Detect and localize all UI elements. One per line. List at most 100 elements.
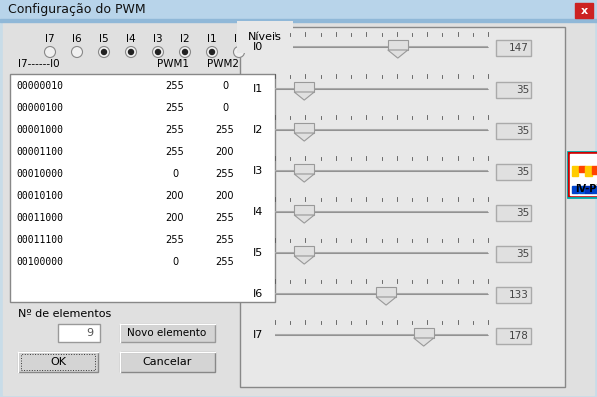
Bar (578, 166, 585, 177)
Text: I0: I0 (253, 42, 263, 52)
Circle shape (45, 46, 56, 58)
Polygon shape (388, 50, 408, 58)
Text: I5: I5 (99, 34, 109, 44)
Text: I3: I3 (153, 34, 163, 44)
Text: 147: 147 (509, 43, 529, 53)
Bar (496, 328, 531, 344)
Bar (21, 354, 95, 370)
Text: Novo elemento: Novo elemento (127, 328, 207, 338)
Bar (496, 164, 531, 180)
Text: 178: 178 (509, 331, 529, 341)
Bar (294, 164, 314, 174)
Text: PWM1: PWM1 (157, 59, 189, 69)
Text: 255: 255 (216, 169, 235, 179)
Polygon shape (294, 256, 314, 264)
Bar (294, 246, 314, 256)
Text: 00001000: 00001000 (16, 125, 63, 135)
Bar (592, 186, 597, 193)
Bar (575, 3, 593, 18)
Text: Configuração do PWM: Configuração do PWM (8, 4, 146, 17)
Text: 255: 255 (216, 213, 235, 223)
Text: I7: I7 (45, 34, 55, 44)
Bar (0, 19, 597, 22)
Bar (58, 324, 100, 342)
Circle shape (99, 46, 109, 58)
Bar (294, 205, 314, 215)
Text: 35: 35 (516, 249, 529, 259)
Circle shape (72, 46, 82, 58)
Text: I6: I6 (253, 289, 263, 299)
Text: 00010000: 00010000 (16, 169, 63, 179)
Text: I7------I0: I7------I0 (18, 59, 60, 69)
Text: 255: 255 (165, 103, 184, 113)
Circle shape (101, 50, 106, 54)
Bar (294, 123, 314, 133)
Circle shape (233, 46, 245, 58)
Bar (578, 186, 585, 193)
Bar (496, 40, 531, 56)
Bar (294, 82, 314, 92)
Bar (0, 0, 597, 20)
Polygon shape (294, 174, 314, 182)
Text: I6: I6 (72, 34, 82, 44)
Text: I3: I3 (253, 166, 263, 176)
Circle shape (152, 46, 164, 58)
Text: 00001100: 00001100 (16, 147, 63, 157)
Text: 255: 255 (165, 147, 184, 157)
Text: 133: 133 (509, 290, 529, 300)
Text: I1: I1 (253, 84, 263, 94)
Text: OK: OK (50, 357, 66, 367)
Bar (496, 123, 531, 139)
Text: 255: 255 (165, 125, 184, 135)
Text: 200: 200 (216, 191, 234, 201)
Text: 255: 255 (216, 125, 235, 135)
Text: 200: 200 (166, 191, 184, 201)
Text: 35: 35 (516, 208, 529, 218)
Bar (568, 152, 597, 197)
Text: 35: 35 (516, 85, 529, 95)
Text: 00100000: 00100000 (16, 257, 63, 267)
Polygon shape (376, 297, 396, 305)
Bar (120, 324, 215, 342)
Text: Níveis: Níveis (248, 32, 282, 42)
Text: 0: 0 (222, 81, 228, 91)
Text: 00011100: 00011100 (16, 235, 63, 245)
Text: I2: I2 (180, 34, 190, 44)
Text: 0: 0 (222, 103, 228, 113)
Bar (572, 186, 578, 193)
Circle shape (207, 46, 217, 58)
Bar (496, 287, 531, 303)
Bar (18, 352, 98, 372)
Text: 255: 255 (216, 235, 235, 245)
Text: x: x (580, 6, 587, 15)
Bar (569, 153, 597, 196)
Circle shape (210, 50, 214, 54)
Text: 00010100: 00010100 (16, 191, 63, 201)
Circle shape (183, 50, 187, 54)
Text: 00000010: 00000010 (16, 81, 63, 91)
Text: I4: I4 (126, 34, 136, 44)
Polygon shape (294, 133, 314, 141)
Text: 35: 35 (516, 167, 529, 177)
Bar (10, 74, 275, 302)
Circle shape (128, 50, 134, 54)
Circle shape (125, 46, 137, 58)
Bar (414, 328, 433, 338)
Text: Cancelar: Cancelar (142, 357, 192, 367)
Bar (376, 287, 396, 297)
Text: I4: I4 (253, 207, 263, 217)
Text: 9: 9 (86, 328, 93, 338)
Text: IV-PWM: IV-PWM (575, 184, 597, 194)
Bar (570, 154, 597, 195)
Text: 0: 0 (172, 257, 178, 267)
Text: I1: I1 (207, 34, 217, 44)
Polygon shape (414, 338, 433, 346)
Text: Nº de elementos: Nº de elementos (18, 309, 111, 319)
Text: I2: I2 (253, 125, 263, 135)
Bar (592, 166, 597, 174)
Circle shape (180, 46, 190, 58)
Text: 255: 255 (165, 81, 184, 91)
Text: 255: 255 (216, 257, 235, 267)
Text: 200: 200 (166, 213, 184, 223)
Text: I5: I5 (253, 248, 263, 258)
